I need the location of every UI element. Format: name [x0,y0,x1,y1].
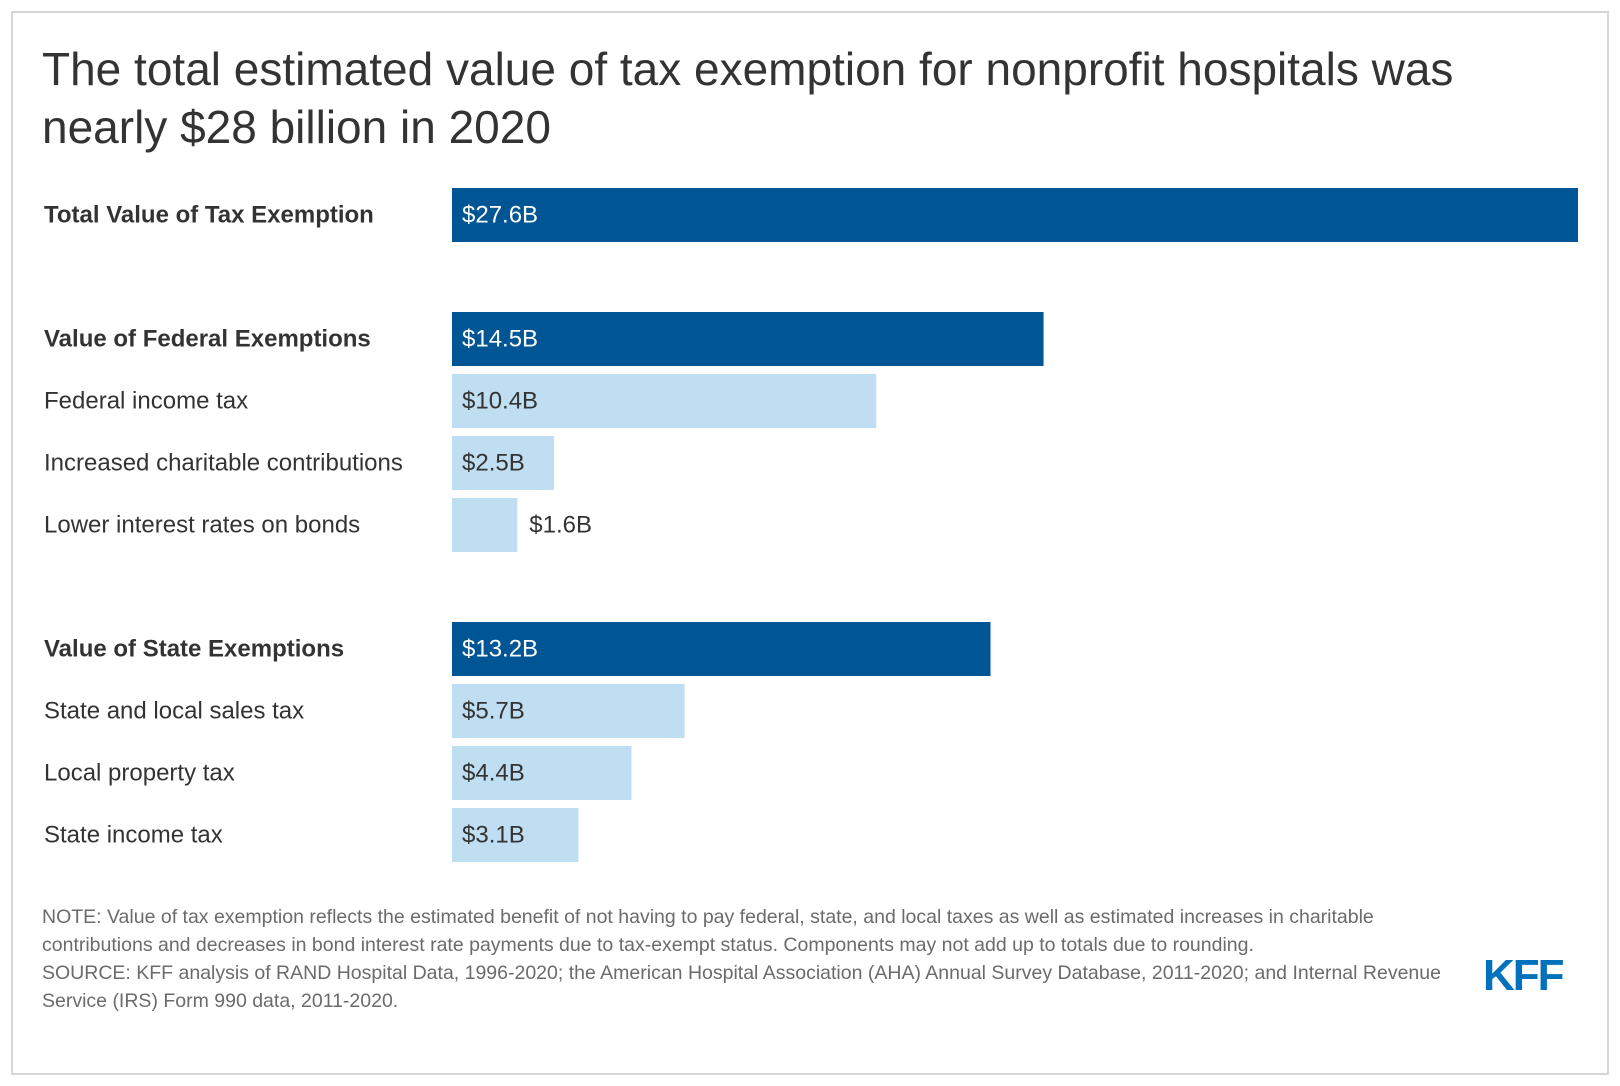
category-label-state-income-tax: State income tax [44,822,223,849]
category-label-value-of-federal-exemptions: Value of Federal Exemptions [44,326,371,353]
bar-lower-interest-rates-on-bonds [452,498,518,552]
note-text: NOTE: Value of tax exemption reflects th… [42,906,1374,956]
data-label-lower-interest-rates-on-bonds: $1.6B [529,512,592,539]
chart-title: The total estimated value of tax exempti… [42,43,1454,153]
chart-notes: NOTE: Value of tax exemption reflects th… [42,903,1462,1015]
bar-state-income-tax [452,808,579,862]
kff-logo-text: KFF [1483,954,1564,994]
category-label-value-of-state-exemptions: Value of State Exemptions [44,636,344,663]
bar-federal-income-tax [452,374,877,428]
category-label-state-and-local-sales-tax: State and local sales tax [44,698,304,725]
bar-chart: Total Value of Tax Exemption $27.6B Value … [44,188,1578,862]
source-text: SOURCE: KFF analysis of RAND Hospital Da… [42,962,1441,1012]
bar-local-property-tax [452,746,632,800]
bar-value-of-state-exemptions [452,622,991,676]
data-label-state-income-tax: $3.1B [462,822,525,849]
data-label-state-and-local-sales-tax: $5.7B [462,698,525,725]
bar-value-of-federal-exemptions [452,312,1044,366]
bar-increased-charitable-contributions [452,436,554,490]
category-label-federal-income-tax: Federal income tax [44,388,248,415]
category-label-total-value-of-tax-exemption: Total Value of Tax Exemption [44,202,374,229]
bar-total-value-of-tax-exemption [452,188,1578,242]
category-label-lower-interest-rates-on-bonds: Lower interest rates on bonds [44,512,360,539]
kff-logo-icon: KFF [1483,954,1566,994]
data-label-increased-charitable-contributions: $2.5B [462,450,525,477]
category-label-increased-charitable-contributions: Increased charitable contributions [44,450,403,477]
data-label-total-value-of-tax-exemption: $27.6B [462,202,538,229]
data-label-value-of-federal-exemptions: $14.5B [462,326,538,353]
data-label-federal-income-tax: $10.4B [462,388,538,415]
bar-state-and-local-sales-tax [452,684,685,738]
category-label-local-property-tax: Local property tax [44,760,235,787]
data-label-value-of-state-exemptions: $13.2B [462,636,538,663]
data-label-local-property-tax: $4.4B [462,760,525,787]
